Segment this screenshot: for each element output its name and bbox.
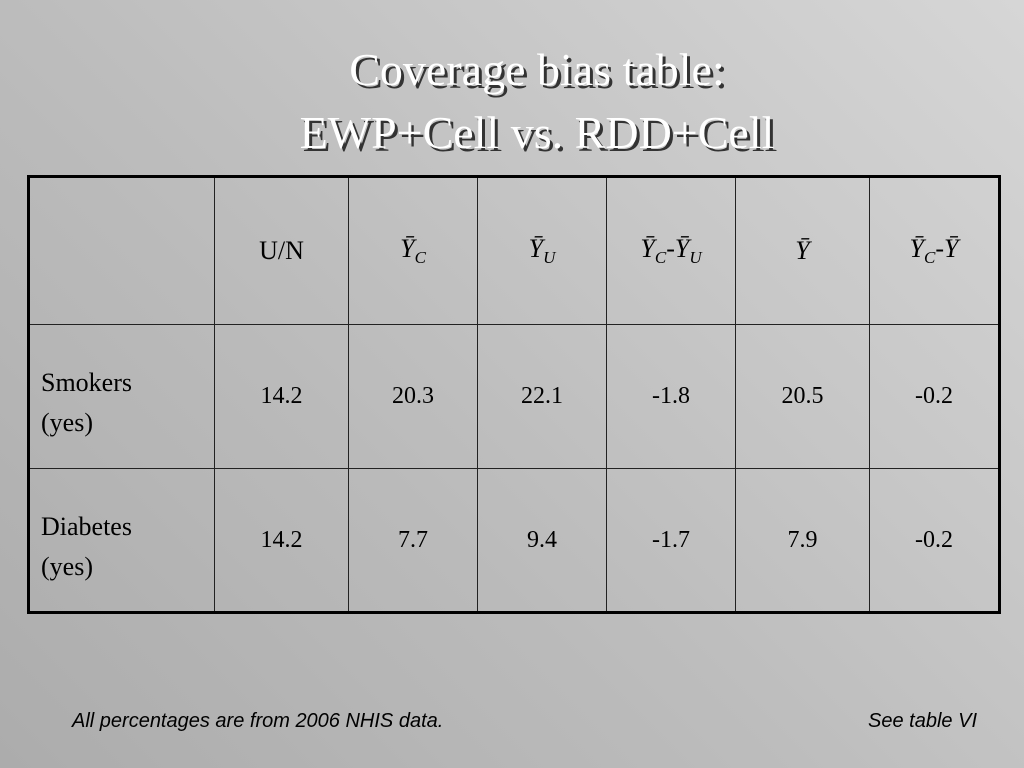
header-subscript: C <box>654 248 667 267</box>
header-cell: ȲC <box>348 176 478 325</box>
header-symbol: - <box>935 234 944 263</box>
header-symbol: - <box>666 234 675 263</box>
header-cell: ȲU <box>477 176 607 325</box>
footer-reference: See table VI <box>868 710 977 732</box>
header-expression: ȲC-Ȳ <box>909 234 959 267</box>
value-cell: -1.7 <box>606 468 736 613</box>
value-cell: 9.4 <box>477 468 607 613</box>
value-cell: 20.3 <box>348 324 478 469</box>
header-expression: ȲU <box>528 234 556 267</box>
data-row: Smokers (yes) 14.2 20.3 22.1 -1.8 20.5 -0.2 <box>28 324 1000 469</box>
header-symbol: Ȳ <box>674 234 690 263</box>
header-row: U/N ȲC ȲU ȲC-ȲU Ȳ ȲC-Ȳ <box>28 176 1000 325</box>
header-expression: ȲC <box>400 234 426 267</box>
header-expression: ȲC-ȲU <box>640 234 701 267</box>
slide-title: Coverage bias table: EWP+Cell vs. RDD+Ce… <box>0 38 1024 164</box>
header-subscript: C <box>414 248 426 267</box>
header-subscript: C <box>923 248 936 267</box>
data-row: Diabetes (yes) 14.2 7.7 9.4 -1.7 7.9 -0.2 <box>28 468 1000 613</box>
header-subscript: U <box>543 248 556 267</box>
row-label-line: Smokers <box>41 368 132 397</box>
row-label-line: Diabetes <box>41 512 132 541</box>
header-cell: ȲC-ȲU <box>606 176 736 325</box>
value-cell: -0.2 <box>869 324 1000 469</box>
header-symbol: Ȳ <box>640 234 655 263</box>
value-cell: 20.5 <box>735 324 870 469</box>
row-label-line: (yes) <box>41 408 93 437</box>
title-line: Coverage bias table: <box>349 44 725 95</box>
header-symbol: Ȳ <box>944 234 959 263</box>
value-cell: -1.8 <box>606 324 736 469</box>
row-label: Smokers (yes) <box>28 324 215 469</box>
header-symbol: Ȳ <box>528 234 544 263</box>
header-expression: Ȳ <box>795 236 809 265</box>
header-symbol: Ȳ <box>400 234 415 263</box>
value-cell: 7.9 <box>735 468 870 613</box>
header-expression: U/N <box>259 236 304 265</box>
value-cell: 22.1 <box>477 324 607 469</box>
header-subscript: U <box>689 248 702 267</box>
value-cell: 14.2 <box>214 324 349 469</box>
header-cell: U/N <box>214 176 349 325</box>
row-label: Diabetes (yes) <box>28 468 215 613</box>
coverage-table: U/N ȲC ȲU ȲC-ȲU Ȳ ȲC-Ȳ Smokers (yes) 14.2 20.3 22… <box>27 175 1001 614</box>
header-symbol: Ȳ <box>795 236 810 265</box>
corner-cell <box>28 176 215 325</box>
header-cell: ȲC-Ȳ <box>869 176 1000 325</box>
footer-note: All percentages are from 2006 NHIS data. <box>72 710 444 732</box>
header-cell: Ȳ <box>735 176 870 325</box>
value-cell: -0.2 <box>869 468 1000 613</box>
row-label-line: (yes) <box>41 552 93 581</box>
header-symbol: Ȳ <box>909 234 924 263</box>
title-line: EWP+Cell vs. RDD+Cell <box>299 107 775 158</box>
value-cell: 14.2 <box>214 468 349 613</box>
value-cell: 7.7 <box>348 468 478 613</box>
header-symbol: U/N <box>259 236 304 265</box>
